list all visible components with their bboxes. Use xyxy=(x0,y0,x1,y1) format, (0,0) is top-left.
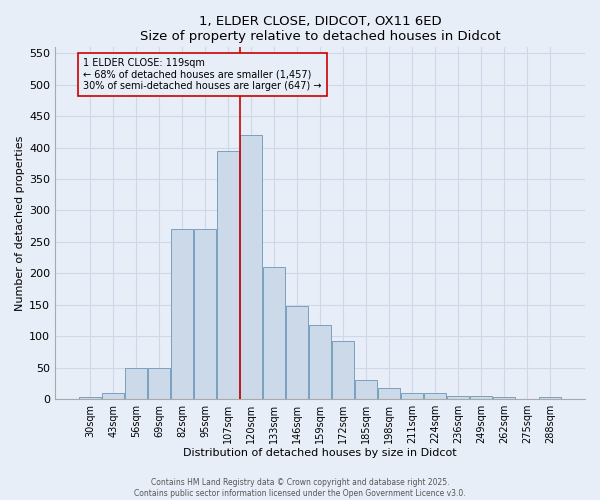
Bar xyxy=(240,135,262,399)
Bar xyxy=(401,392,423,399)
Bar xyxy=(355,380,377,399)
Y-axis label: Number of detached properties: Number of detached properties xyxy=(15,136,25,310)
Bar xyxy=(539,397,561,399)
Bar xyxy=(309,325,331,399)
Text: Contains HM Land Registry data © Crown copyright and database right 2025.
Contai: Contains HM Land Registry data © Crown c… xyxy=(134,478,466,498)
Bar xyxy=(286,306,308,399)
Title: 1, ELDER CLOSE, DIDCOT, OX11 6ED
Size of property relative to detached houses in: 1, ELDER CLOSE, DIDCOT, OX11 6ED Size of… xyxy=(140,15,500,43)
Bar xyxy=(378,388,400,399)
Bar xyxy=(194,229,216,399)
Bar xyxy=(102,392,124,399)
Bar xyxy=(79,397,101,399)
Text: 1 ELDER CLOSE: 119sqm
← 68% of detached houses are smaller (1,457)
30% of semi-d: 1 ELDER CLOSE: 119sqm ← 68% of detached … xyxy=(83,58,322,92)
X-axis label: Distribution of detached houses by size in Didcot: Distribution of detached houses by size … xyxy=(183,448,457,458)
Bar xyxy=(125,368,147,399)
Bar xyxy=(263,267,285,399)
Bar xyxy=(332,341,354,399)
Bar xyxy=(493,397,515,399)
Bar xyxy=(217,150,239,399)
Bar xyxy=(148,368,170,399)
Bar xyxy=(470,396,492,399)
Bar xyxy=(447,396,469,399)
Bar xyxy=(424,392,446,399)
Bar xyxy=(171,229,193,399)
